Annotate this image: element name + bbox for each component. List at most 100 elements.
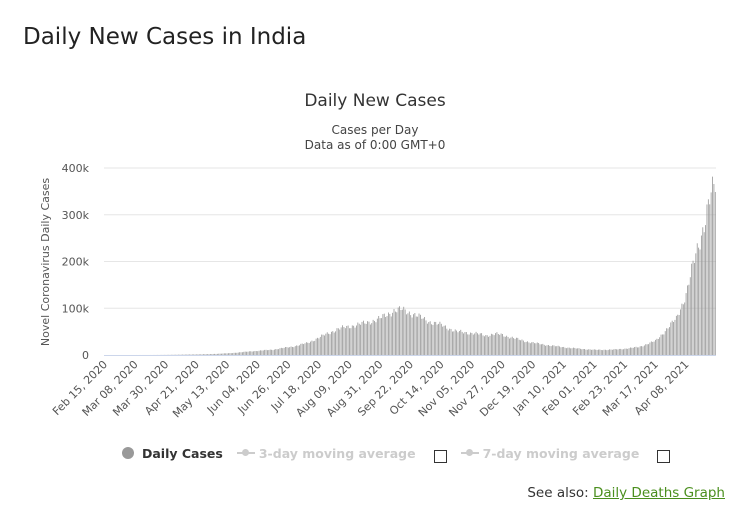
bar bbox=[659, 337, 661, 355]
bar bbox=[397, 307, 399, 355]
bar bbox=[225, 353, 227, 355]
bar bbox=[335, 331, 336, 355]
bar bbox=[534, 343, 535, 355]
y-tick-label: 100k bbox=[62, 302, 90, 315]
bar bbox=[574, 347, 576, 355]
bar bbox=[422, 318, 424, 355]
bar bbox=[310, 341, 311, 355]
bar bbox=[591, 349, 592, 355]
bar bbox=[319, 336, 321, 355]
bar bbox=[406, 314, 407, 355]
bar bbox=[294, 346, 296, 355]
bar bbox=[694, 262, 695, 355]
bar bbox=[244, 351, 246, 355]
checkbox-3day-average[interactable] bbox=[433, 449, 447, 463]
bar bbox=[247, 351, 249, 355]
bar bbox=[609, 349, 611, 355]
bar bbox=[628, 348, 630, 355]
bar bbox=[235, 352, 236, 355]
bar bbox=[638, 347, 640, 355]
bar bbox=[293, 347, 295, 355]
bar bbox=[301, 343, 303, 355]
bar bbox=[685, 293, 687, 355]
bar bbox=[650, 341, 652, 355]
bar bbox=[194, 354, 196, 355]
bar bbox=[464, 332, 466, 355]
bar bbox=[346, 325, 348, 355]
bar bbox=[582, 349, 584, 355]
bar bbox=[365, 323, 367, 355]
bar bbox=[666, 328, 668, 355]
bar bbox=[331, 331, 332, 355]
bar bbox=[689, 277, 691, 355]
bar bbox=[599, 349, 601, 355]
bar bbox=[275, 349, 277, 355]
y-tick-label: 200k bbox=[62, 256, 90, 269]
bar bbox=[475, 331, 477, 355]
legend-item-7day-average[interactable]: 7-day moving average bbox=[460, 444, 671, 463]
bar bbox=[472, 334, 474, 355]
legend-item-3day-average[interactable]: 3-day moving average bbox=[236, 444, 447, 463]
bar bbox=[542, 343, 544, 355]
bar bbox=[656, 338, 658, 355]
bar bbox=[354, 327, 356, 355]
bar bbox=[670, 322, 672, 355]
bar bbox=[514, 338, 516, 355]
bar bbox=[321, 334, 323, 355]
bar bbox=[702, 227, 704, 355]
bar bbox=[376, 318, 378, 355]
bar bbox=[687, 285, 688, 355]
bar bbox=[228, 353, 229, 355]
bar bbox=[518, 339, 520, 355]
bar bbox=[598, 349, 599, 355]
bar bbox=[415, 316, 417, 355]
bar bbox=[258, 350, 260, 355]
bar bbox=[554, 346, 556, 355]
bar bbox=[684, 302, 686, 355]
bar bbox=[610, 349, 612, 355]
bar bbox=[673, 322, 674, 355]
bar bbox=[407, 313, 409, 355]
bar bbox=[546, 345, 548, 355]
bar bbox=[606, 350, 608, 355]
bar bbox=[556, 346, 558, 355]
bar bbox=[517, 337, 519, 355]
bar bbox=[655, 339, 656, 355]
bar bbox=[278, 349, 279, 355]
bar bbox=[325, 333, 327, 355]
bar bbox=[618, 348, 620, 355]
daily-deaths-graph-link[interactable]: Daily Deaths Graph bbox=[592, 485, 725, 501]
checkbox-7day-average[interactable] bbox=[657, 449, 671, 463]
bar bbox=[439, 321, 441, 355]
bar bbox=[425, 320, 427, 355]
legend-item-daily-cases[interactable]: Daily Cases bbox=[122, 446, 223, 461]
bar bbox=[429, 321, 431, 355]
bar bbox=[211, 354, 213, 355]
bar bbox=[452, 331, 453, 355]
bar bbox=[613, 349, 615, 355]
legend-label: 7-day moving average bbox=[482, 445, 640, 461]
bar bbox=[201, 354, 203, 355]
bar bbox=[328, 333, 330, 355]
bar bbox=[632, 347, 634, 355]
bar bbox=[662, 334, 663, 355]
legend-line-marker-icon bbox=[460, 448, 479, 458]
bar bbox=[577, 348, 579, 355]
bar bbox=[353, 325, 355, 355]
bar bbox=[588, 349, 590, 355]
bar bbox=[424, 317, 426, 355]
bar bbox=[549, 345, 551, 355]
bar bbox=[246, 351, 247, 355]
bar bbox=[360, 324, 362, 355]
bar bbox=[218, 353, 220, 355]
bars bbox=[136, 176, 716, 355]
bar bbox=[443, 325, 445, 355]
bar bbox=[688, 284, 690, 355]
bar bbox=[196, 354, 197, 355]
bar bbox=[226, 353, 228, 355]
bar bbox=[456, 330, 458, 355]
bar bbox=[257, 351, 259, 355]
bar bbox=[248, 351, 250, 355]
bar bbox=[611, 349, 613, 355]
